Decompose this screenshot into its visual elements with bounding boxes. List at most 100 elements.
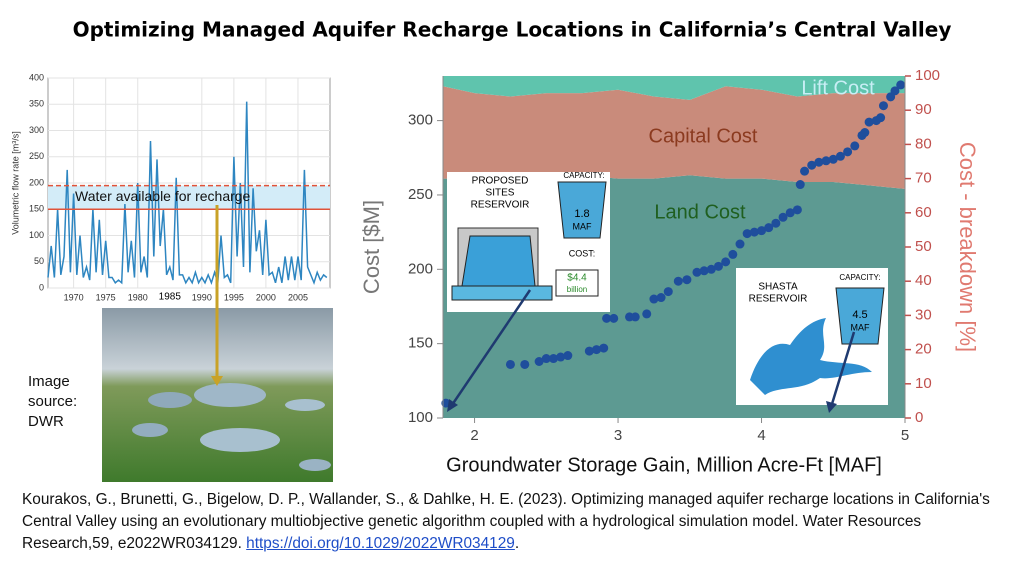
point bbox=[673, 276, 683, 286]
point bbox=[682, 275, 692, 285]
point bbox=[792, 205, 802, 215]
y-tick-label: 200 bbox=[408, 260, 433, 277]
point bbox=[800, 166, 810, 176]
x-tick-label: 1995 bbox=[224, 292, 244, 302]
point bbox=[821, 156, 831, 166]
image-caption: Image source: DWR bbox=[28, 373, 78, 430]
area-label: Land Cost bbox=[654, 201, 746, 223]
point bbox=[860, 128, 870, 138]
inset-title: PROPOSED bbox=[472, 176, 529, 187]
point bbox=[864, 117, 874, 127]
y-tick-label: 250 bbox=[29, 151, 44, 161]
point bbox=[592, 345, 602, 355]
point bbox=[814, 157, 824, 167]
x-tick-label: 2005 bbox=[288, 292, 308, 302]
point bbox=[541, 354, 551, 364]
point bbox=[602, 313, 612, 323]
citation-end: . bbox=[514, 535, 520, 552]
point bbox=[807, 160, 817, 170]
y2-axis-label: Cost - breakdown [%] bbox=[955, 142, 980, 352]
y2-tick-label: 90 bbox=[915, 101, 932, 118]
y-tick-label: 300 bbox=[408, 112, 433, 129]
slide-title: Optimizing Managed Aquifer Recharge Loca… bbox=[73, 18, 952, 42]
y-tick-label: 250 bbox=[408, 186, 433, 203]
x-tick-label: 5 bbox=[901, 427, 909, 444]
point bbox=[876, 113, 886, 123]
y-tick-label: 300 bbox=[29, 125, 44, 135]
y2-tick-label: 0 bbox=[915, 409, 923, 426]
point bbox=[795, 180, 805, 190]
point bbox=[548, 354, 558, 364]
point bbox=[828, 154, 838, 164]
inset-value: MAF bbox=[851, 322, 871, 332]
arrow bbox=[830, 331, 856, 405]
x-tick-label: 1990 bbox=[192, 292, 212, 302]
arrow-head bbox=[826, 401, 837, 413]
point bbox=[706, 264, 716, 274]
y-tick-label: 150 bbox=[408, 335, 433, 352]
point bbox=[728, 249, 738, 259]
band-label: Water available for recharge bbox=[75, 188, 251, 204]
point bbox=[764, 223, 774, 233]
point bbox=[835, 151, 845, 161]
y-tick-label: 200 bbox=[29, 177, 44, 187]
x-tick-label: 4 bbox=[757, 427, 765, 444]
x-tick-label: 1980 bbox=[128, 292, 148, 302]
x-tick-label: 1975 bbox=[96, 292, 116, 302]
point bbox=[735, 239, 745, 249]
arrow bbox=[450, 289, 532, 406]
point bbox=[721, 257, 731, 267]
y-tick-label: 100 bbox=[408, 409, 433, 426]
point bbox=[630, 312, 640, 322]
y2-tick-label: 100 bbox=[915, 67, 940, 84]
point bbox=[713, 261, 723, 271]
x-tick-label: 1970 bbox=[64, 292, 84, 302]
x-tick-label: 2 bbox=[470, 427, 478, 444]
y-tick-label: 50 bbox=[34, 256, 44, 266]
point bbox=[699, 266, 709, 276]
recharge-band bbox=[48, 185, 330, 210]
point bbox=[642, 309, 652, 319]
y-axis-label: Cost [$M] bbox=[359, 200, 384, 294]
citation: Kourakos, G., Brunetti, G., Bigelow, D. … bbox=[22, 489, 1012, 555]
point bbox=[771, 218, 781, 228]
point bbox=[520, 359, 530, 369]
point bbox=[785, 208, 795, 218]
inset-label: CAPACITY: bbox=[839, 273, 880, 282]
citation-link[interactable]: https://doi.org/10.1029/2022WR034129 bbox=[246, 535, 515, 552]
point bbox=[890, 86, 900, 96]
inset-value: 4.5 bbox=[852, 309, 867, 321]
inset-title: RESERVOIR bbox=[749, 294, 808, 305]
inset-label: COST: bbox=[569, 248, 596, 258]
inset-title: SITES bbox=[486, 188, 515, 199]
inset-title: RESERVOIR bbox=[471, 200, 530, 211]
inset-label: CAPACITY: bbox=[563, 171, 604, 180]
point bbox=[843, 147, 853, 157]
inset: SHASTA RESERVOIR CAPACITY: 4.5 MAF bbox=[736, 268, 888, 405]
y-tick-label: 400 bbox=[29, 72, 44, 82]
y2-tick-label: 40 bbox=[915, 272, 932, 289]
point bbox=[563, 351, 573, 361]
point bbox=[656, 293, 666, 303]
point bbox=[649, 294, 659, 304]
y-tick-label: 350 bbox=[29, 99, 44, 109]
x-tick-label: 2000 bbox=[256, 292, 276, 302]
point bbox=[742, 229, 752, 239]
point bbox=[584, 346, 594, 356]
point bbox=[692, 267, 702, 277]
y-tick-label: 0 bbox=[39, 282, 44, 292]
citation-text: Kourakos, G., Brunetti, G., Bigelow, D. … bbox=[22, 491, 990, 552]
y2-tick-label: 10 bbox=[915, 375, 932, 392]
annotation: 1985 bbox=[159, 292, 182, 303]
y-tick-label: 150 bbox=[29, 204, 44, 214]
inset-value: billion bbox=[567, 285, 587, 294]
point bbox=[663, 287, 673, 297]
y2-tick-label: 70 bbox=[915, 170, 932, 187]
point bbox=[878, 101, 888, 111]
inset-value: MAF bbox=[573, 221, 593, 231]
y2-tick-label: 30 bbox=[915, 306, 932, 323]
point bbox=[749, 227, 759, 237]
cost-area bbox=[443, 86, 905, 189]
